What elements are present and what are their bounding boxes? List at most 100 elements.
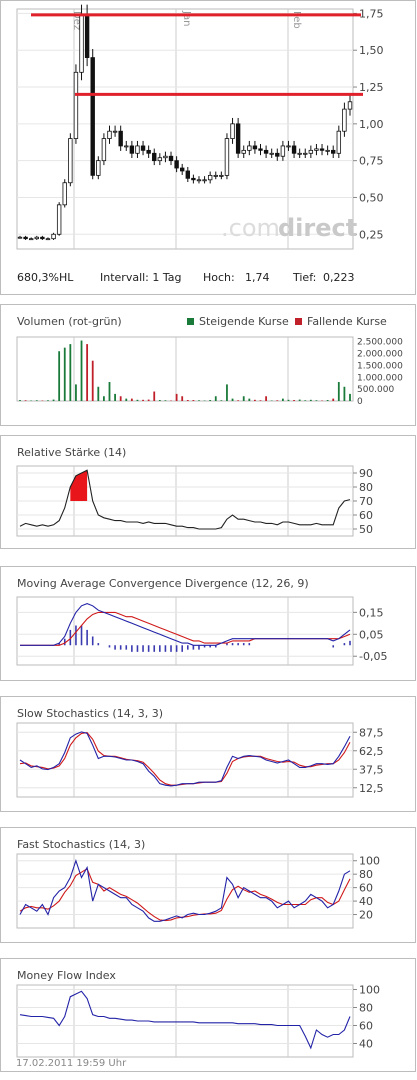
fast-tick-label: 20: [359, 909, 373, 922]
volume-bar: [125, 398, 128, 401]
legend-up-label: Steigende Kurse: [199, 315, 289, 328]
candle-body: [319, 148, 325, 151]
candle-body: [230, 123, 235, 139]
candle-body: [28, 238, 34, 241]
slow-tick-label: 37,5: [359, 763, 384, 776]
volume-bar: [164, 400, 167, 401]
rsi-tick-label: 50: [359, 523, 373, 536]
volume-bar: [69, 344, 72, 401]
mfi-chart: 100 80 60 40: [16, 984, 380, 1058]
volume-tick-label: 2.000.000: [357, 350, 403, 360]
volume-plot-area: [16, 336, 354, 402]
candle-body: [286, 145, 291, 148]
candle-body: [152, 152, 157, 162]
volume-bar: [136, 399, 139, 401]
candle-body: [308, 149, 314, 154]
volume-bar: [91, 360, 94, 401]
candle-body: [213, 174, 218, 177]
slow-k-line: [19, 731, 351, 787]
volume-panel: Volumen (rot-grün) 2.500.000 2.000.000 1.5…: [0, 304, 416, 426]
x-label-dez: Dez: [71, 11, 82, 30]
volume-bar: [237, 400, 240, 401]
mfi-tick-label: 60: [359, 1020, 373, 1033]
slow-stoch-panel: Slow Stochastics (14, 3, 3) 87,5 62,5 37,5…: [0, 696, 416, 812]
volume-bar: [298, 399, 301, 401]
volume-bar: [147, 399, 150, 401]
volume-bar: [35, 400, 38, 401]
candle-body: [258, 148, 263, 151]
rsi-line: [19, 469, 351, 530]
candle-body: [51, 233, 56, 240]
rsi-title: Relative Stärke (14): [17, 446, 127, 459]
fast-plot-area: [16, 853, 354, 929]
volume-bar: [326, 400, 329, 401]
volume-bar: [309, 399, 312, 401]
low-value: 0,223: [323, 271, 355, 284]
candle-body: [23, 236, 28, 240]
volume-tick-label: 500.000: [357, 385, 394, 395]
volume-bar: [63, 347, 66, 401]
price-tick-label: 1,50: [359, 44, 384, 57]
volume-tick-label: 1.500.000: [357, 361, 403, 371]
volume-bar: [337, 382, 340, 401]
volume-bar: [97, 386, 100, 401]
price-tick-label: 0,25: [359, 228, 384, 241]
rsi-overbought-area: [70, 470, 88, 501]
volume-bar: [19, 400, 21, 401]
price-chart: 1,75 1,50 1,25 1,00 0,75 0,50 0,25 Dez Jan Feb .co…: [16, 4, 384, 250]
candle-body: [84, 14, 90, 58]
candle-body: [17, 236, 23, 239]
candle-body: [219, 174, 224, 177]
macd-panel: Moving Average Convergence Divergence (1…: [0, 566, 416, 681]
volume-bar: [192, 400, 195, 401]
candle-body: [314, 148, 319, 151]
volume-bar: [259, 400, 262, 401]
mfi-plot-area: [16, 984, 354, 1058]
volume-bar: [276, 400, 279, 401]
mfi-panel: Money Flow Index 100 80 60 40: [0, 958, 416, 1072]
candle-body: [163, 155, 168, 159]
slow-stoch-title: Slow Stochastics (14, 3, 3): [17, 707, 163, 720]
volume-bar: [343, 386, 346, 401]
timestamp: 17.02.2011 19:59 Uhr: [16, 1058, 127, 1069]
candle-body: [79, 14, 84, 73]
rsi-tick-label: 70: [359, 495, 373, 508]
candle-body: [146, 149, 151, 154]
mfi-tick-label: 80: [359, 1002, 373, 1015]
candle-body: [135, 145, 140, 154]
candle-body: [118, 130, 123, 147]
macd-title: Moving Average Convergence Divergence (1…: [17, 577, 309, 590]
macd-chart: 0,15 0,05 -0,05: [16, 596, 387, 666]
volume-bar: [175, 393, 178, 401]
candle-body: [140, 145, 146, 151]
volume-bar: [265, 396, 268, 401]
volume-tick-label: 2.500.000: [357, 338, 403, 348]
price-tick-label: 1,75: [359, 7, 384, 20]
price-tick-label: 1,25: [359, 81, 384, 94]
candle-body: [269, 152, 274, 155]
volume-tick-label: 0: [357, 397, 363, 407]
rsi-panel: Relative Stärke (14) 90 80 70 60 50: [0, 435, 416, 549]
fast-stoch-panel: Fast Stochastics (14, 3) 100 80 60 40 20: [0, 827, 416, 943]
mfi-tick-label: 40: [359, 1038, 373, 1051]
candle-body: [96, 160, 101, 176]
candle-body: [40, 236, 45, 240]
change-value: 680,3%HL: [17, 271, 74, 284]
price-tick-label: 1,00: [359, 118, 384, 131]
fast-tick-label: 100: [359, 855, 380, 868]
volume-bar: [86, 344, 89, 401]
volume-bar: [304, 400, 307, 401]
candle-body: [90, 57, 95, 176]
volume-bar: [332, 398, 335, 401]
high-value: 1,74: [245, 271, 270, 284]
price-plot-area: [16, 8, 354, 250]
candle-body: [45, 238, 51, 241]
fast-k-line: [19, 858, 351, 922]
candle-body: [241, 149, 246, 154]
volume-bar: [181, 396, 184, 401]
candle-body: [235, 123, 241, 154]
candle-body: [129, 145, 135, 154]
volume-bar: [254, 399, 256, 401]
volume-bar: [158, 400, 161, 401]
price-tick-label: 0,50: [359, 191, 384, 204]
